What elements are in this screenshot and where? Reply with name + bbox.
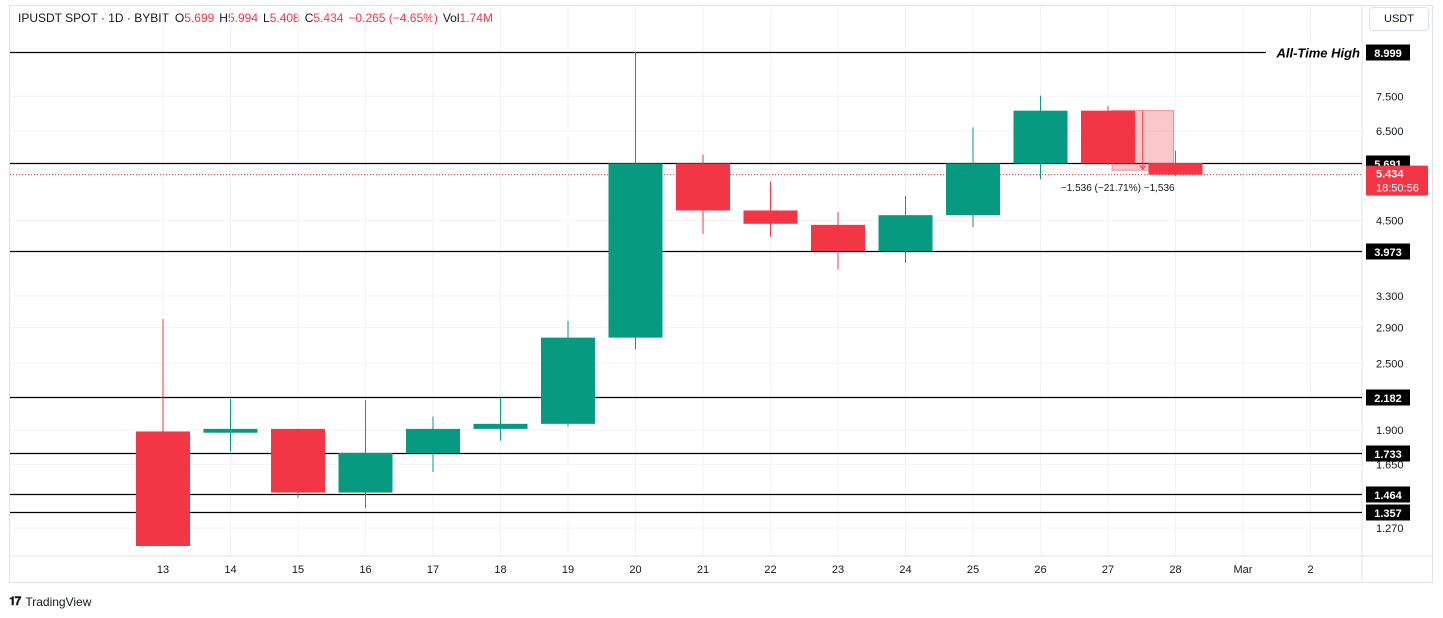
candle-19 (541, 320, 595, 427)
y-tick-label: 1.900 (1376, 425, 1404, 437)
level-price-tag (1366, 486, 1410, 503)
x-tick-label: 26 (1034, 564, 1046, 576)
currency-button[interactable]: USDT (1369, 7, 1429, 31)
x-tick-label: 24 (899, 564, 911, 576)
level-price-tag (1366, 504, 1410, 521)
candle-14 (203, 398, 258, 452)
candle-23 (811, 212, 865, 270)
level-price-tag (1366, 389, 1410, 406)
level-note: All-Time High (1275, 46, 1360, 61)
candle-body (878, 215, 933, 251)
x-tick-label: 13 (157, 564, 169, 576)
y-tick-label: 3.300 (1376, 291, 1404, 303)
x-tick-label: 28 (1169, 564, 1181, 576)
y-tick-label: 1.650 (1376, 459, 1404, 471)
y-tick-label: 6.500 (1376, 126, 1404, 138)
candle-16 (338, 400, 393, 508)
x-tick-label: 18 (494, 564, 506, 576)
countdown-label: 18:50:56 (1376, 183, 1419, 195)
ohlc-legend: IPUSDT SPOT · 1D · BYBIT O 5.699 H 5.994 L… (18, 11, 498, 25)
y-tick-label: 2.900 (1376, 322, 1404, 334)
open-label: O (174, 11, 185, 25)
candle-body (1081, 110, 1135, 164)
y-tick-label: 7.500 (1376, 91, 1404, 103)
high-value: 5.994 (227, 11, 258, 25)
candle-body (136, 431, 190, 546)
close-label: C (304, 11, 314, 25)
candle-18 (473, 397, 528, 441)
candle-body (676, 163, 730, 211)
x-tick-label: 27 (1102, 564, 1114, 576)
candle-body (1148, 163, 1203, 175)
low-value: 5.408 (269, 11, 300, 25)
level-price-label: 8.999 (1374, 48, 1402, 60)
change-value: −0.265 (−4.65%) (348, 11, 438, 25)
x-tick-label: Mar (1234, 564, 1253, 576)
chart-frame (9, 5, 1433, 583)
candle-24 (878, 195, 933, 263)
x-tick-label: 14 (224, 564, 236, 576)
level-note-bg (1266, 43, 1362, 61)
level-price-tag (1366, 243, 1410, 260)
current-price-tag (1366, 165, 1428, 196)
candle-15 (271, 428, 325, 498)
x-tick-label: 19 (562, 564, 574, 576)
x-tick-label: 20 (629, 564, 641, 576)
tradingview-logo-icon: 𝟏𝟕 (9, 594, 21, 608)
x-tick-label: 22 (764, 564, 776, 576)
x-tick-label: 25 (967, 564, 979, 576)
x-tick-label: 2 (1307, 564, 1313, 576)
x-tick-label: 23 (832, 564, 844, 576)
x-tick-label: 16 (359, 564, 371, 576)
candle-body (1013, 110, 1068, 164)
candle-13 (136, 319, 190, 546)
current-price-label: 5.434 (1376, 169, 1404, 181)
candle-body (946, 163, 1000, 216)
brand-label: TradingView (25, 594, 92, 609)
candle-body (743, 210, 798, 224)
high-label: H (219, 11, 228, 25)
candle-body (406, 428, 460, 453)
volume-value: 1.74M (459, 11, 493, 25)
x-tick-label: 15 (292, 564, 304, 576)
measure-label: −1.536 (−21.71%) −1,536 (1061, 183, 1175, 194)
level-price-label: 1.357 (1374, 508, 1402, 520)
candle-28 (1148, 150, 1203, 176)
y-tick-label: 1.270 (1376, 523, 1404, 535)
candle-body (338, 452, 393, 493)
candle-body (473, 423, 528, 429)
candle-body (608, 163, 663, 338)
candle-22 (743, 181, 798, 237)
candle-21 (676, 154, 730, 234)
measure-arrow-head (1139, 164, 1147, 171)
close-value: 5.434 (313, 11, 344, 25)
candle-26 (1013, 95, 1068, 180)
x-tick-label: 17 (427, 564, 439, 576)
y-tick-label: 2.500 (1376, 358, 1404, 370)
candle-body (541, 337, 595, 424)
level-price-label: 1.464 (1374, 490, 1402, 502)
low-label: L (263, 11, 270, 25)
symbol-title[interactable]: IPUSDT SPOT · 1D · BYBIT (18, 11, 169, 25)
candle-body (271, 428, 325, 493)
candle-17 (406, 416, 460, 472)
candle-body (203, 428, 258, 433)
level-price-tag (1366, 445, 1410, 462)
candle-20 (608, 51, 663, 350)
candle-25 (946, 127, 1000, 228)
brand[interactable]: 𝟏𝟕 TradingView (9, 594, 91, 609)
volume-label: Vol (442, 11, 460, 25)
level-price-label: 1.733 (1374, 449, 1402, 461)
level-price-label: 3.973 (1374, 247, 1402, 259)
y-tick-label: 4.500 (1376, 216, 1404, 228)
x-tick-label: 21 (697, 564, 709, 576)
candle-body (811, 224, 865, 251)
candle-27 (1081, 106, 1135, 165)
open-value: 5.699 (184, 11, 215, 25)
level-price-tag (1366, 44, 1410, 61)
level-price-label: 2.182 (1374, 393, 1402, 405)
